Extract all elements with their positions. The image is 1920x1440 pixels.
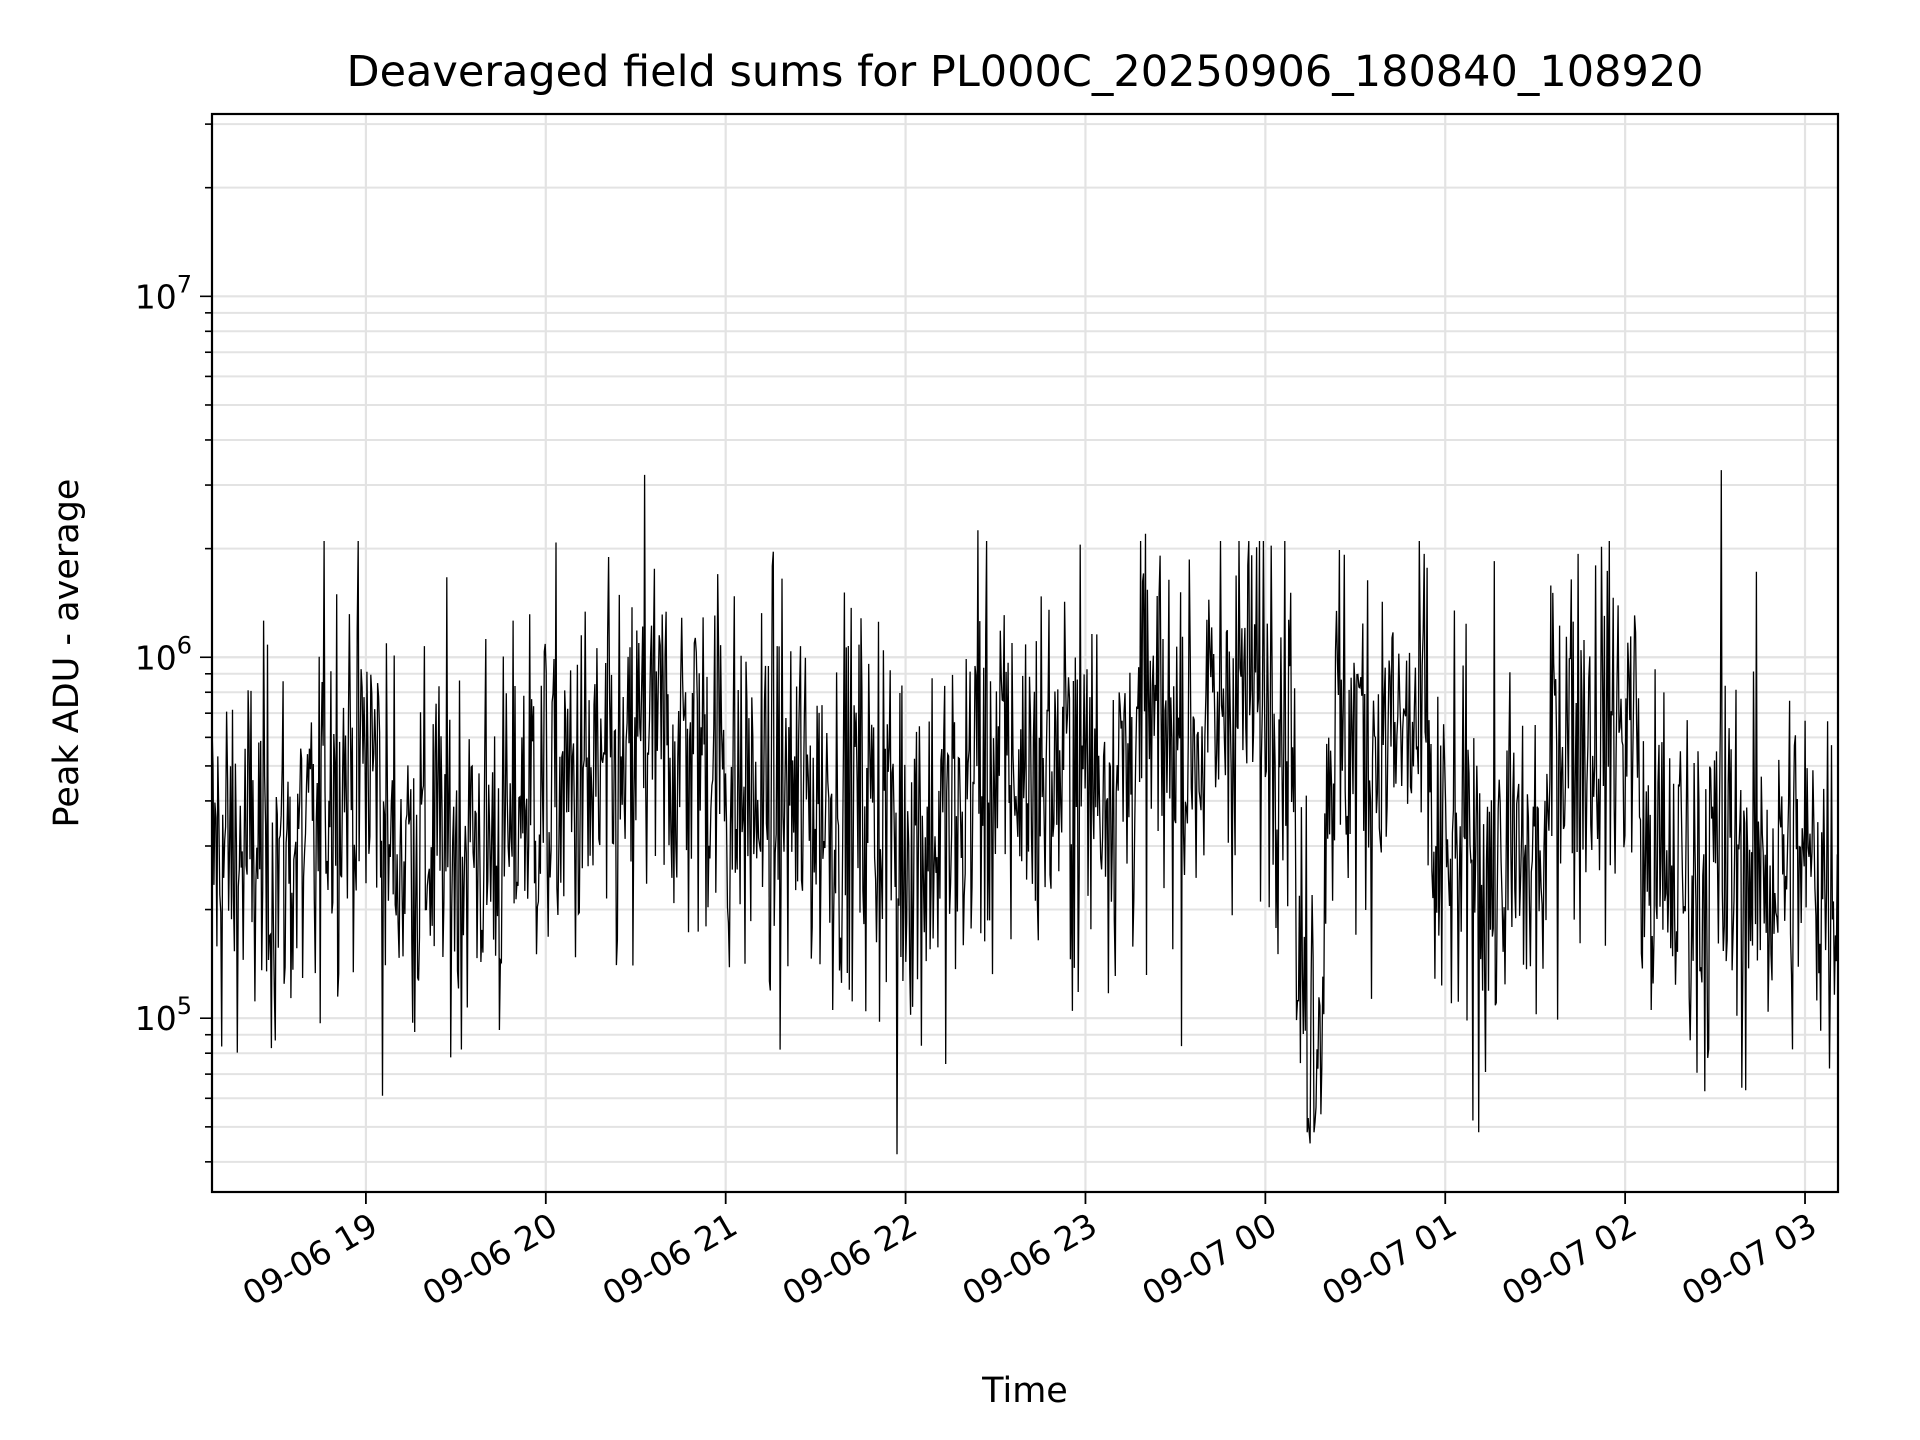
- plot-frame: [210, 112, 1840, 1194]
- y-tick-base: 10: [135, 999, 177, 1038]
- x-tick-label: 09-06 21: [596, 1205, 744, 1313]
- x-tick-label: 09-06 23: [955, 1205, 1103, 1313]
- x-axis-label: Time: [981, 1371, 1068, 1411]
- series-layer: [211, 470, 1838, 1155]
- y-tick-exponent: 5: [177, 992, 192, 1020]
- y-axis-label: Peak ADU - average: [47, 479, 87, 828]
- x-axis: 09-06 19 09-06 20 09-06 21 09-06 22 09-06 23…: [236, 1192, 1823, 1313]
- y-tick-label: 105: [135, 992, 192, 1038]
- y-tick-label: 106: [135, 631, 192, 677]
- x-tick-label: 09-06 22: [776, 1205, 924, 1313]
- series-line: [211, 470, 1838, 1155]
- y-tick-exponent: 7: [177, 270, 192, 298]
- x-tick-label: 09-07 02: [1495, 1205, 1643, 1313]
- x-tick-label: 09-07 01: [1315, 1205, 1463, 1313]
- y-tick-label: 107: [135, 270, 192, 316]
- y-tick-base: 10: [135, 277, 177, 316]
- chart-title: Deaveraged field sums for PL000C_2025090…: [346, 47, 1703, 97]
- y-tick-exponent: 6: [177, 631, 192, 659]
- x-tick-label: 09-06 19: [236, 1205, 384, 1313]
- x-tick-label: 09-06 20: [416, 1205, 564, 1313]
- y-tick-base: 10: [135, 638, 177, 677]
- x-tick-label: 09-07 00: [1135, 1205, 1283, 1313]
- x-tick-label: 09-07 03: [1675, 1205, 1823, 1313]
